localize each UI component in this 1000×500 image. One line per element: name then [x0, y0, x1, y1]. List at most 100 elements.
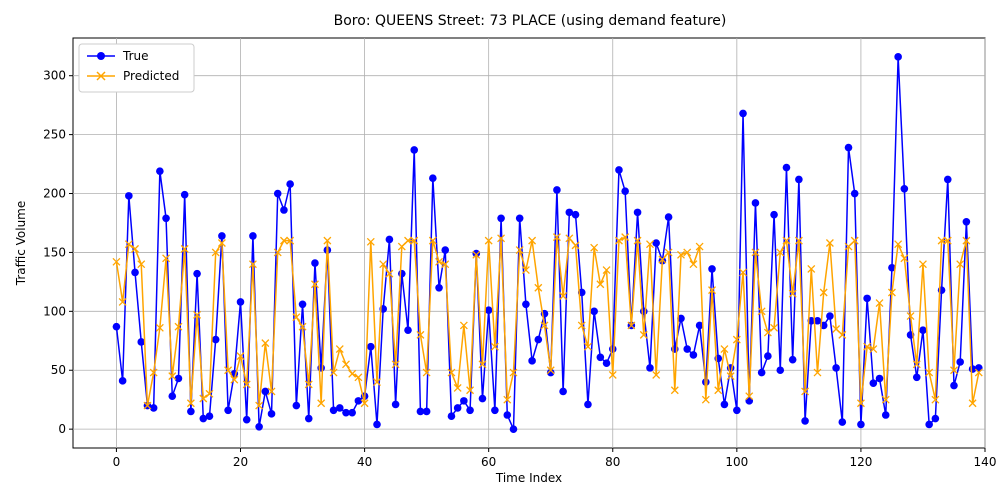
point-predicted	[639, 330, 648, 339]
point-true	[888, 263, 896, 272]
point-true	[131, 268, 139, 277]
point-true	[280, 206, 288, 214]
point-predicted	[286, 236, 295, 245]
point-true	[950, 381, 958, 390]
point-predicted	[757, 307, 766, 316]
point-predicted	[447, 368, 456, 377]
point-true	[503, 411, 512, 419]
point-true	[720, 400, 729, 409]
point-true	[199, 414, 208, 423]
point-true	[639, 307, 648, 316]
point-true	[621, 187, 629, 195]
point-true	[193, 269, 201, 278]
point-predicted	[348, 369, 357, 378]
point-true	[515, 214, 524, 223]
point-true	[211, 335, 220, 344]
point-predicted	[869, 345, 878, 353]
point-predicted	[509, 368, 518, 377]
point-predicted	[559, 292, 568, 300]
point-predicted	[503, 395, 512, 404]
point-predicted	[118, 297, 127, 306]
point-true	[553, 186, 561, 194]
point-predicted	[155, 323, 164, 332]
legend-marker-predicted	[96, 71, 106, 81]
point-true	[844, 143, 853, 152]
point-predicted	[714, 386, 723, 395]
point-predicted	[298, 322, 307, 331]
point-predicted	[137, 260, 146, 269]
point-true	[385, 235, 394, 244]
point-predicted	[583, 342, 592, 351]
point-true	[410, 146, 419, 154]
point-true	[733, 406, 741, 415]
point-predicted	[677, 250, 685, 259]
point-true	[509, 425, 518, 433]
point-true	[218, 232, 226, 240]
point-true	[751, 199, 760, 207]
point-predicted	[856, 399, 865, 408]
point-true	[168, 392, 177, 400]
point-predicted	[366, 237, 375, 246]
point-predicted	[404, 236, 412, 245]
point-predicted	[552, 233, 561, 242]
point-predicted	[236, 352, 245, 361]
point-true	[931, 414, 940, 423]
point-true	[764, 352, 772, 360]
point-predicted	[428, 236, 437, 245]
point-predicted	[360, 399, 369, 408]
point-true	[571, 210, 580, 219]
point-predicted	[708, 286, 716, 295]
point-true	[472, 249, 481, 258]
point-predicted	[528, 236, 537, 245]
point-predicted	[801, 387, 810, 396]
point-true	[273, 189, 282, 198]
legend-marker-true	[97, 52, 105, 60]
point-predicted	[112, 257, 121, 266]
x-axis-label: Time Index	[495, 471, 562, 485]
point-true	[398, 269, 406, 278]
legend: True Predicted	[78, 43, 195, 93]
point-predicted	[267, 387, 276, 396]
point-predicted	[310, 280, 319, 289]
point-true	[242, 415, 251, 424]
point-true	[416, 407, 425, 416]
point-true	[311, 259, 319, 267]
point-predicted	[329, 368, 338, 377]
point-predicted	[819, 288, 828, 297]
point-true	[813, 316, 822, 325]
series-layer	[112, 53, 983, 433]
point-true	[788, 355, 797, 364]
x-tick-label: 0	[113, 455, 121, 469]
point-true	[857, 420, 865, 429]
x-tick-label: 100	[725, 455, 748, 469]
point-true	[912, 373, 921, 382]
point-true	[156, 167, 164, 175]
point-true	[652, 239, 660, 247]
point-predicted	[546, 366, 555, 375]
point-true	[528, 357, 536, 365]
point-true	[565, 208, 574, 217]
point-predicted	[701, 395, 710, 404]
point-true	[801, 417, 809, 425]
point-predicted	[807, 264, 816, 273]
point-predicted	[763, 328, 772, 337]
point-predicted	[205, 389, 214, 398]
series-line-predicted	[115, 236, 980, 407]
point-true	[925, 420, 933, 429]
point-predicted	[273, 248, 282, 257]
point-predicted	[248, 260, 257, 269]
point-true	[708, 265, 716, 273]
point-true	[838, 418, 847, 426]
point-predicted	[894, 240, 903, 249]
point-predicted	[323, 236, 332, 245]
point-predicted	[180, 244, 189, 253]
point-predicted	[732, 335, 741, 344]
point-predicted	[751, 248, 760, 257]
y-tick-label: 300	[43, 69, 66, 83]
point-predicted	[937, 236, 946, 245]
point-true	[267, 410, 276, 418]
point-true	[366, 342, 375, 351]
point-true	[342, 408, 350, 417]
point-true	[255, 422, 263, 431]
